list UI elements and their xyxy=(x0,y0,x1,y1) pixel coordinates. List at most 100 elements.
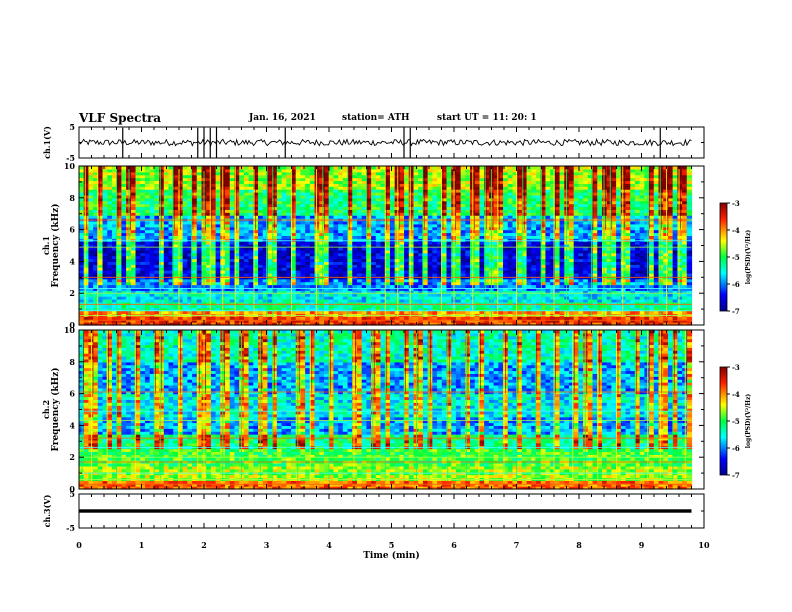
spectrogram-cell xyxy=(380,310,386,315)
spectrogram-cell xyxy=(276,183,283,187)
spectrogram-cell xyxy=(97,249,104,254)
spectrogram-cell xyxy=(286,168,292,173)
spectrogram-cell xyxy=(243,252,250,257)
spectrogram-cell xyxy=(300,200,306,205)
spectrogram-cell xyxy=(196,238,203,242)
spectrogram-cell xyxy=(102,174,108,179)
spectrogram-cell xyxy=(173,171,179,176)
spectrogram-cell xyxy=(187,220,193,225)
spectrogram-cell xyxy=(116,296,123,300)
spectrogram-cell xyxy=(163,249,170,254)
spectrogram-cell xyxy=(276,290,283,294)
spectrogram-cell xyxy=(267,284,273,289)
spectrogram-cell xyxy=(352,287,358,291)
spectrogram-cell xyxy=(210,316,217,320)
spectrogram-cell xyxy=(121,278,127,283)
spectrogram-cell xyxy=(333,246,339,251)
spectrogram-cell xyxy=(347,229,353,234)
spectrogram-cell xyxy=(102,226,108,231)
spectrogram-cell xyxy=(366,316,372,320)
spectrogram-cell xyxy=(149,261,155,265)
spectrogram-cell xyxy=(281,212,287,216)
spectrogram-cell xyxy=(154,290,160,294)
spectrogram-cell xyxy=(177,290,184,294)
spectrogram-cell xyxy=(163,183,170,187)
spectrogram-cell xyxy=(380,171,386,176)
spectrogram-cell xyxy=(163,206,170,210)
spectrogram-cell xyxy=(210,220,217,225)
spectrogram-cell xyxy=(291,261,297,265)
spectrogram-cell xyxy=(173,235,179,239)
spectrogram-cell xyxy=(140,223,146,228)
spectrogram-cell xyxy=(281,298,287,303)
spectrogram-cell xyxy=(380,284,386,289)
spectrogram-cell xyxy=(342,284,349,289)
spectrogram-cell xyxy=(356,229,363,234)
spectrogram-cell xyxy=(248,270,254,274)
spectrogram-cell xyxy=(375,264,382,268)
spectrogram-cell xyxy=(338,232,344,236)
spectrogram-cell xyxy=(215,244,221,248)
spectrogram-cell xyxy=(305,168,311,173)
spectrogram-cell xyxy=(281,287,287,291)
spectrogram-cell xyxy=(144,180,151,184)
spectrogram-cell xyxy=(276,272,283,277)
spectrogram-cell xyxy=(328,189,335,193)
spectrogram-cell xyxy=(83,215,90,219)
spectrogram-cell xyxy=(229,166,236,170)
spectrogram-cell xyxy=(361,171,368,176)
spectrogram-cell xyxy=(281,293,287,297)
spectrogram-cell xyxy=(375,287,382,291)
spectrogram-cell xyxy=(305,235,311,239)
spectrogram-cell xyxy=(262,238,269,242)
spectrogram-cell xyxy=(215,209,221,213)
spectrogram-cell xyxy=(295,174,302,179)
spectrogram-cell xyxy=(291,246,297,251)
spectrogram-cell xyxy=(366,270,372,274)
spectrogram-cell xyxy=(239,310,245,315)
spectrogram-cell xyxy=(347,215,353,219)
spectrogram-cell xyxy=(102,319,108,323)
spectrogram-cell xyxy=(267,166,273,170)
spectrogram-cell xyxy=(154,220,160,225)
spectrogram-cell xyxy=(267,180,273,184)
spectrogram-cell xyxy=(93,264,99,268)
spectrogram-cell xyxy=(309,189,316,193)
spectrogram-cell xyxy=(154,212,160,216)
spectrogram-cell xyxy=(93,287,99,291)
spectrogram-cell xyxy=(319,229,325,234)
spectrogram-cell xyxy=(121,186,127,190)
spectrogram-cell xyxy=(352,281,358,286)
spectrogram-cell xyxy=(309,174,316,179)
spectrogram-cell xyxy=(107,270,113,274)
spectrogram-cell xyxy=(93,298,99,303)
spectrogram-cell xyxy=(309,293,316,297)
spectrogram-cell xyxy=(243,284,250,289)
spectrogram-cell xyxy=(281,166,287,170)
spectrogram-cell xyxy=(253,261,259,265)
spectrogram-cell xyxy=(385,270,391,274)
spectrogram-cell xyxy=(83,180,90,184)
spectrogram-cell xyxy=(276,307,283,312)
spectrogram-cell xyxy=(210,267,217,271)
spectrogram-cell xyxy=(102,180,108,184)
spectrogram-cell xyxy=(93,281,99,286)
spectrogram-cell xyxy=(361,261,368,265)
spectrogram-cell xyxy=(314,293,320,297)
spectrogram-cell xyxy=(286,272,292,277)
spectrogram-cell xyxy=(210,298,217,303)
spectrogram-cell xyxy=(309,255,316,260)
spectrogram-cell xyxy=(140,186,146,190)
spectrogram-cell xyxy=(258,232,264,236)
spectrogram-cell xyxy=(258,304,264,309)
spectrogram-cell xyxy=(352,186,358,190)
spectrogram-cell xyxy=(347,186,353,190)
spectrogram-cell xyxy=(88,209,94,213)
spectrogram-cell xyxy=(347,278,353,283)
spectrogram-cell xyxy=(187,298,193,303)
spectrogram-cell xyxy=(234,304,240,309)
spectrogram-cell xyxy=(163,168,170,173)
spectrogram-cell xyxy=(248,301,254,306)
spectrogram-cell xyxy=(97,194,104,199)
spectrogram-cell xyxy=(177,272,184,277)
